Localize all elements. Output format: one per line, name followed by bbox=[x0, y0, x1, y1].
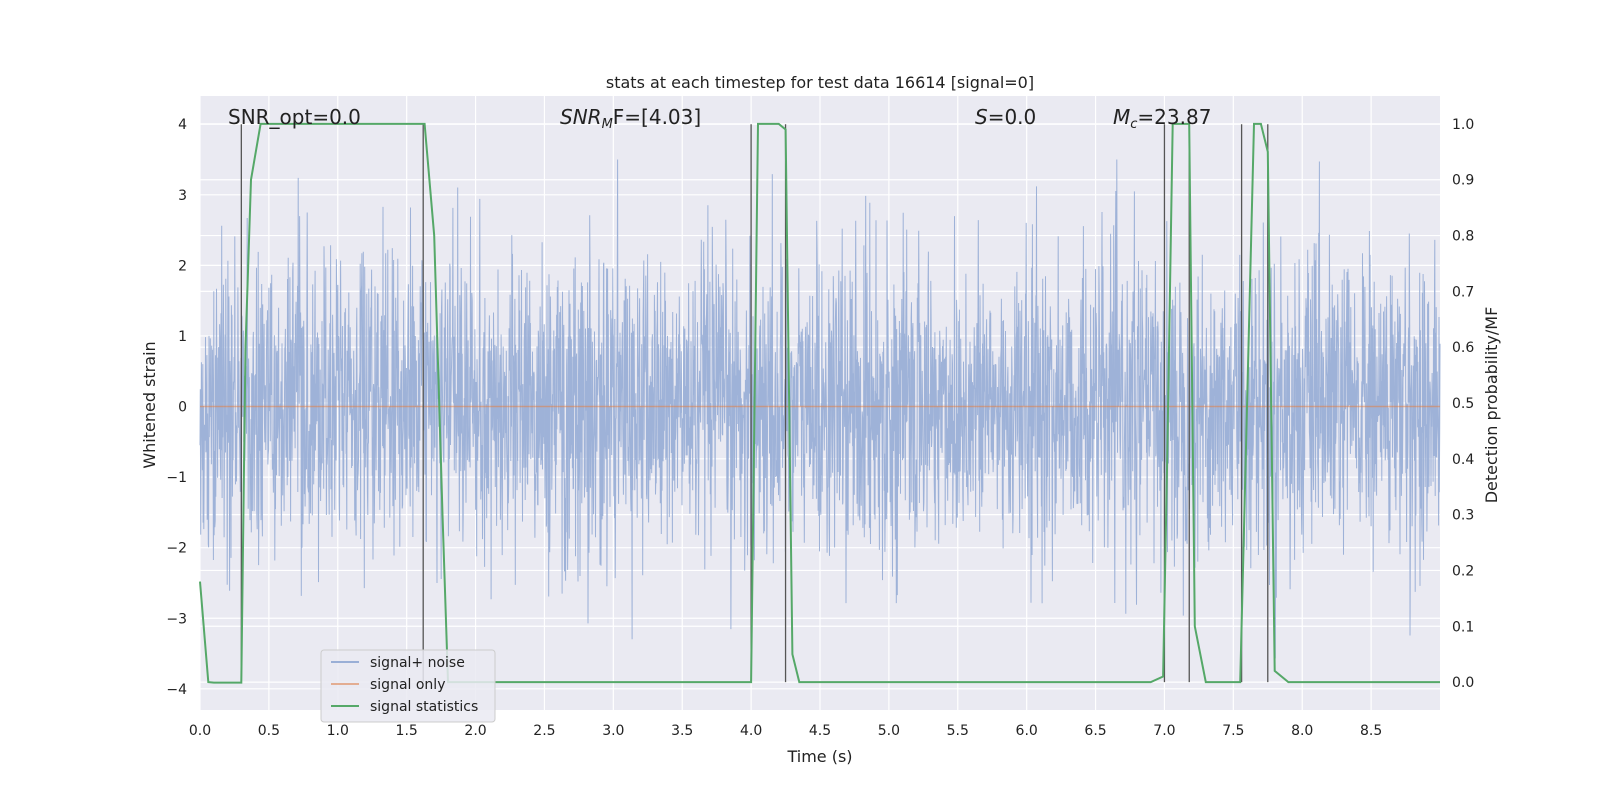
x-tick-label: 1.5 bbox=[396, 723, 418, 739]
x-tick-label: 8.0 bbox=[1291, 723, 1313, 739]
annotation-mc-rest: =23.87 bbox=[1137, 105, 1211, 129]
y-axis-label-right: Detection probability/MF bbox=[1482, 307, 1501, 504]
x-tick-label: 0.5 bbox=[258, 723, 280, 739]
left-tick-label: 1 bbox=[178, 329, 187, 345]
annotation-snr-mf-rest: F=[4.03] bbox=[613, 105, 701, 129]
x-tick-label: 3.5 bbox=[671, 723, 693, 739]
x-tick-label: 2.0 bbox=[464, 723, 486, 739]
annotation-mc-var: M bbox=[1113, 105, 1130, 129]
right-tick-label: 0.2 bbox=[1452, 563, 1474, 579]
y-axis-label-left: Whitened strain bbox=[140, 341, 159, 468]
left-tick-labels: −4 −3 −2 −1 0 1 2 3 4 bbox=[166, 117, 187, 698]
right-tick-label: 0.1 bbox=[1452, 619, 1474, 635]
chart-title: stats at each timestep for test data 166… bbox=[606, 73, 1034, 92]
annotation-mc-sub: c bbox=[1130, 117, 1137, 132]
annotation-s-var: S bbox=[975, 105, 988, 129]
left-tick-label: 3 bbox=[178, 188, 187, 204]
legend-label-signal: signal only bbox=[370, 677, 445, 693]
legend-box bbox=[320, 649, 496, 723]
x-tick-label: 5.0 bbox=[878, 723, 900, 739]
right-tick-label: 0.5 bbox=[1452, 396, 1474, 412]
x-tick-label: 6.0 bbox=[1016, 723, 1038, 739]
x-tick-label: 5.5 bbox=[947, 723, 969, 739]
right-tick-label: 1.0 bbox=[1452, 117, 1474, 133]
right-tick-label: 0.7 bbox=[1452, 284, 1474, 300]
left-tick-label: −2 bbox=[166, 541, 187, 557]
x-tick-label: 0.0 bbox=[189, 723, 211, 739]
annotation-snr-mf-base: SNR bbox=[560, 105, 602, 129]
left-tick-label: 0 bbox=[178, 400, 187, 416]
legend-label-stats: signal statistics bbox=[370, 699, 478, 715]
annotation-snr-mf: SNRMF=[4.03] bbox=[560, 105, 701, 132]
left-tick-label: −1 bbox=[166, 470, 187, 486]
left-tick-label: 4 bbox=[178, 117, 187, 133]
left-tick-label: 2 bbox=[178, 258, 187, 274]
x-tick-label: 8.5 bbox=[1360, 723, 1382, 739]
right-tick-label: 0.6 bbox=[1452, 340, 1474, 356]
series-signal-statistics bbox=[199, 122, 1440, 684]
annotation-snr-mf-sub: M bbox=[602, 117, 613, 132]
right-tick-labels: 0.0 0.1 0.2 0.3 0.4 0.5 0.6 0.7 0.8 0.9 1.0 bbox=[1452, 117, 1474, 691]
annotation-mc: Mc=23.87 bbox=[1113, 105, 1211, 132]
annotation-s-rest: =0.0 bbox=[988, 105, 1037, 129]
right-tick-label: 0.4 bbox=[1452, 452, 1474, 468]
annotation-snr-opt: SNR_opt=0.0 bbox=[228, 105, 361, 129]
left-tick-label: −4 bbox=[166, 682, 187, 698]
x-tick-label: 4.0 bbox=[740, 723, 762, 739]
x-tick-label: 1.0 bbox=[327, 723, 349, 739]
x-tick-labels: 0.0 0.5 1.0 1.5 2.0 2.5 3.0 3.5 4.0 4.5 5.0 5.5 6.0 6… bbox=[189, 723, 1382, 739]
right-tick-label: 0.9 bbox=[1452, 173, 1474, 189]
x-tick-label: 6.5 bbox=[1084, 723, 1106, 739]
x-tick-label: 7.5 bbox=[1222, 723, 1244, 739]
right-tick-label: 0.0 bbox=[1452, 675, 1474, 691]
signal-statistics-line bbox=[199, 122, 1440, 684]
x-axis-label: Time (s) bbox=[786, 747, 852, 766]
series-signal-noise bbox=[199, 159, 1441, 659]
vertical-lines bbox=[240, 124, 1269, 683]
x-tick-label: 7.0 bbox=[1153, 723, 1175, 739]
right-tick-label: 0.8 bbox=[1452, 229, 1474, 245]
right-tick-label: 0.3 bbox=[1452, 508, 1474, 524]
legend: signal+ noise signal only signal statist… bbox=[320, 649, 496, 723]
left-tick-label: −3 bbox=[166, 611, 187, 627]
x-tick-label: 4.5 bbox=[809, 723, 831, 739]
x-tick-label: 2.5 bbox=[533, 723, 555, 739]
annotation-s: S=0.0 bbox=[975, 105, 1036, 129]
noise-line bbox=[199, 159, 1441, 659]
x-tick-label: 3.0 bbox=[602, 723, 624, 739]
legend-label-noise: signal+ noise bbox=[370, 655, 465, 671]
